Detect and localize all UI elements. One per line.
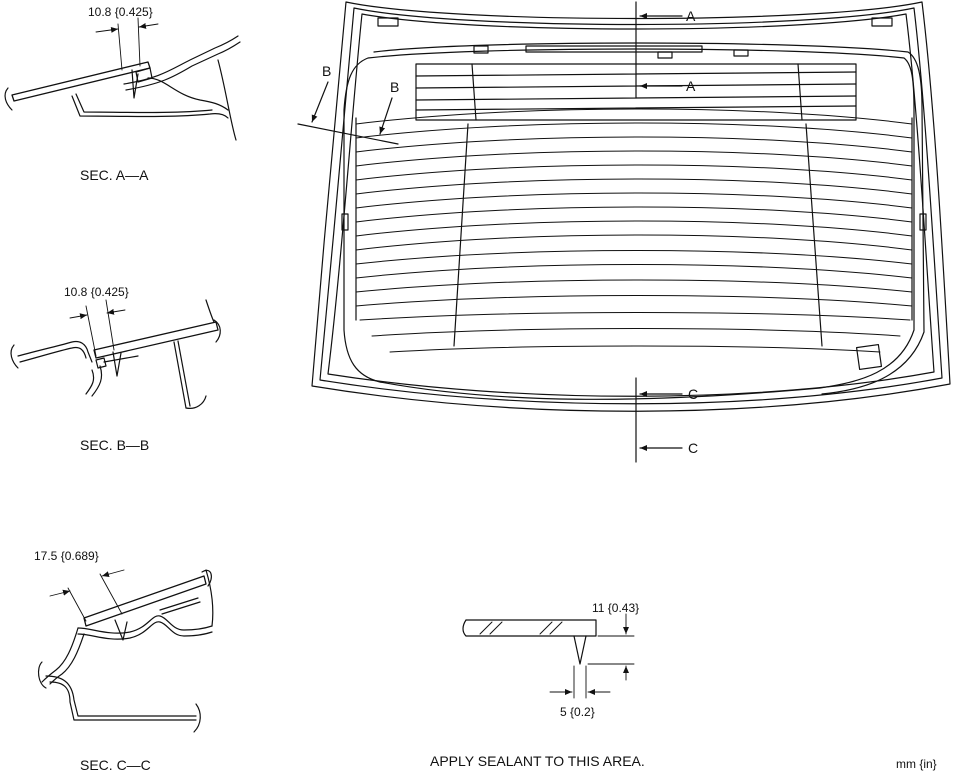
- cut-label-c-lower: C: [688, 440, 699, 456]
- section-cut-lines: [297, 1, 683, 463]
- rear-window-view: [311, 1, 951, 412]
- section-cc-title: SEC. C—C: [80, 757, 151, 773]
- section-aa-dimension-label: 10.8 {0.425}: [88, 5, 153, 19]
- cut-label-c-upper: C: [688, 386, 699, 402]
- sealant-height-dimension-label: 11 {0.43}: [592, 601, 640, 615]
- sealant-width-dimension-label: 5 {0.2}: [560, 705, 595, 719]
- units-note: mm {in}: [896, 757, 937, 771]
- section-aa-title: SEC. A—A: [80, 167, 149, 183]
- sealant-instruction: APPLY SEALANT TO THIS AREA.: [430, 753, 645, 769]
- cut-label-b-inner: B: [390, 79, 400, 95]
- section-bb-drawing: [10, 299, 221, 409]
- cut-label-a-upper: A: [686, 8, 696, 24]
- section-bb-dimension-label: 10.8 {0.425}: [64, 285, 129, 299]
- section-aa-drawing: [4, 17, 241, 141]
- cut-label-b-outer: B: [322, 63, 332, 79]
- section-bb-title: SEC. B—B: [80, 437, 150, 453]
- section-cc-drawing: [37, 569, 214, 733]
- section-cc-dimension-label: 17.5 {0.689}: [34, 549, 99, 563]
- sealant-detail-drawing: [462, 613, 635, 699]
- cut-label-a-lower: A: [686, 78, 696, 94]
